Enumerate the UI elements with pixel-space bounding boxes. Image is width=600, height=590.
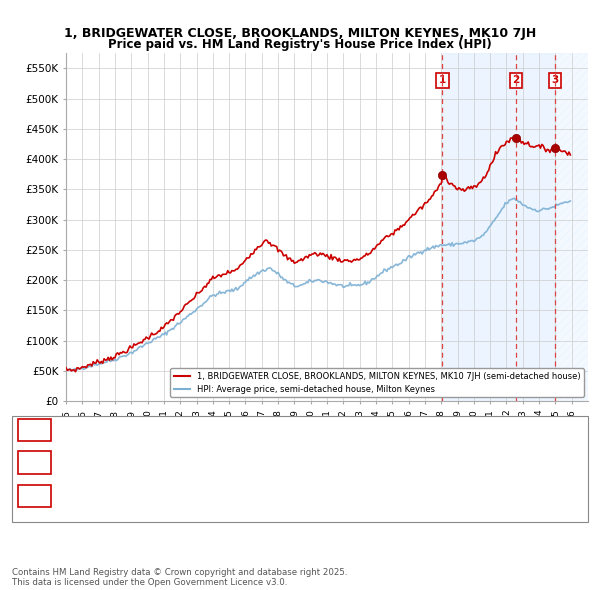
Text: 2: 2	[512, 76, 520, 86]
Text: 39% ↑ HPI: 39% ↑ HPI	[390, 458, 449, 467]
Text: 1, BRIDGEWATER CLOSE, BROOKLANDS, MILTON KEYNES, MK10 7JH: 1, BRIDGEWATER CLOSE, BROOKLANDS, MILTON…	[64, 27, 536, 40]
Text: Price paid vs. HM Land Registry's House Price Index (HPI): Price paid vs. HM Land Registry's House …	[108, 38, 492, 51]
Text: £372,995: £372,995	[252, 425, 305, 435]
Text: 1: 1	[439, 76, 446, 86]
Text: 27% ↑ HPI: 27% ↑ HPI	[390, 491, 449, 501]
Text: 3: 3	[551, 76, 559, 86]
Text: Contains HM Land Registry data © Crown copyright and database right 2025.
This d: Contains HM Land Registry data © Crown c…	[12, 568, 347, 587]
Text: 1: 1	[31, 425, 38, 435]
Text: 05-AUG-2022: 05-AUG-2022	[66, 458, 140, 467]
Text: 26-JAN-2018: 26-JAN-2018	[66, 425, 136, 435]
Text: £418,000: £418,000	[252, 491, 305, 501]
Bar	[442, 53, 555, 401]
Text: £435,000: £435,000	[252, 458, 305, 467]
Text: 2: 2	[31, 458, 38, 467]
Text: 42% ↑ HPI: 42% ↑ HPI	[390, 425, 449, 435]
Text: 20-DEC-2024: 20-DEC-2024	[66, 491, 140, 501]
Text: 3: 3	[31, 491, 38, 501]
Legend: 1, BRIDGEWATER CLOSE, BROOKLANDS, MILTON KEYNES, MK10 7JH (semi-detached house),: 1, BRIDGEWATER CLOSE, BROOKLANDS, MILTON…	[170, 368, 584, 397]
Bar	[555, 53, 588, 401]
